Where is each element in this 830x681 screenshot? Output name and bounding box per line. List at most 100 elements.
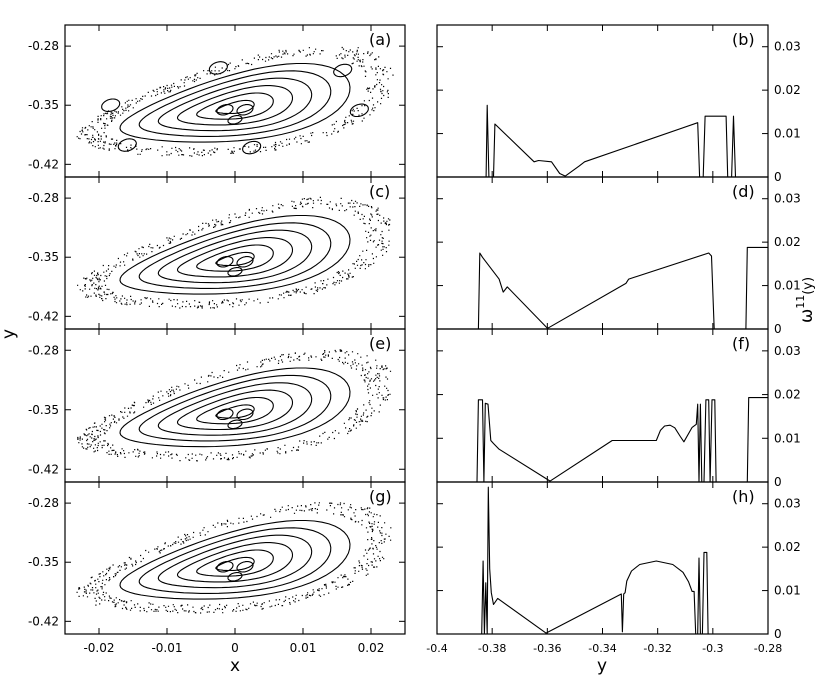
invariant-curve: [176, 389, 294, 431]
panel-label: (c): [369, 182, 390, 201]
invariant-curve: [215, 99, 255, 115]
resonance-island: [333, 63, 353, 78]
invariant-curve: [138, 70, 332, 137]
x-tick-label: 0: [231, 641, 239, 655]
y-tick-label: -0.28: [28, 191, 59, 205]
invariant-curve: [119, 214, 351, 295]
y-tick-label: -0.42: [28, 157, 59, 171]
y-tick-label: 0: [774, 322, 782, 336]
plot-frame: [64, 481, 406, 635]
y-tick-label: -0.35: [28, 403, 59, 417]
panel-label: (b): [732, 30, 755, 49]
invariant-curve: [119, 519, 351, 600]
phase-space-panels: -0.28 -0.35 -0.42 (a) -0.28 -0.35 -0.42 (c)-0.2…: [28, 24, 406, 655]
y-tick-label: 0.02: [774, 540, 801, 554]
inner-island: [216, 256, 234, 268]
inner-island: [236, 408, 254, 421]
inner-island: [227, 419, 243, 430]
y-tick-label: 0: [774, 170, 782, 184]
panel-label: (f): [732, 334, 750, 353]
invariant-curve: [138, 527, 332, 594]
y-tick-label: 0.01: [774, 431, 801, 445]
invariant-curve: [176, 237, 294, 278]
y-tick-label: -0.35: [28, 555, 59, 569]
inner-island: [216, 104, 234, 116]
panel-label: (a): [369, 30, 391, 49]
invariant-curve: [157, 77, 313, 132]
plot-frame: [64, 176, 406, 330]
inner-island: [227, 267, 243, 277]
y-tick-label: 0.02: [774, 235, 801, 249]
omega-curve: [481, 486, 709, 635]
x-tick-label: -0.01: [151, 641, 182, 655]
plot-frame: [436, 328, 769, 483]
y-tick-label: 0.02: [774, 83, 801, 97]
chaotic-sea: [77, 196, 391, 309]
y-tick-label: -0.42: [28, 614, 59, 628]
x-tick-label: 0.01: [290, 641, 317, 655]
y-tick-label: 0.03: [774, 497, 801, 511]
panel-label: (g): [369, 487, 392, 506]
inner-island: [236, 104, 254, 116]
chaotic-sea: [77, 349, 392, 462]
y-tick-label: -0.42: [28, 309, 59, 323]
inner-island: [227, 572, 243, 582]
axis-annotations: x y y ω11(y): [0, 277, 817, 676]
resonance-island: [208, 61, 228, 75]
resonance-island: [101, 98, 121, 112]
y-tick-label: -0.35: [28, 250, 59, 264]
x-tick-label: -0.38: [478, 642, 506, 655]
omega-panels: 0 0.01 0.02 0.03 (b) 0 0.01 0.02 0.03 (d) 0 0.01 0.0…: [426, 24, 801, 655]
invariant-curve: [196, 396, 274, 425]
x-tick-label: -0.28: [754, 642, 782, 655]
y-tick-label: 0.03: [774, 192, 801, 206]
inner-island: [236, 256, 254, 268]
panel-label: (h): [732, 487, 755, 506]
omega-panel: 0 0.01 0.02 0.03 (b): [436, 24, 801, 184]
invariant-curve: [138, 222, 332, 289]
chaotic-sea: [76, 46, 394, 157]
y-tick-label: 0.01: [774, 584, 801, 598]
invariant-curve: [215, 251, 255, 267]
inner-island: [216, 561, 234, 573]
omega-panel: 0 0.01 0.02 0.03 (f): [436, 328, 801, 489]
y-tick-label: 0.01: [774, 279, 801, 293]
y-tick-label: 0: [774, 475, 782, 489]
x-tick-label: 0.02: [358, 641, 385, 655]
omega-curve: [437, 397, 768, 483]
resonance-island: [349, 103, 369, 118]
chaotic-sea: [76, 502, 392, 614]
x-tick-label: -0.36: [533, 642, 561, 655]
x-axis-label-left: x: [230, 656, 240, 676]
y-tick-label: 0: [774, 627, 782, 641]
invariant-curve: [157, 382, 313, 436]
invariant-curve: [196, 92, 274, 120]
y-tick-label: 0.03: [774, 344, 801, 358]
plot-frame: [64, 328, 406, 483]
y-axis-label-left: y: [0, 329, 19, 339]
x-tick-label: -0.02: [83, 641, 114, 655]
panel-label: (d): [732, 182, 755, 201]
x-tick-label: -0.32: [643, 642, 671, 655]
y-tick-label: -0.28: [28, 343, 59, 357]
y-tick-label: 0.01: [774, 127, 801, 141]
invariant-curve: [157, 229, 313, 284]
inner-island: [216, 408, 234, 421]
plot-frame: [64, 24, 406, 178]
invariant-curve: [215, 404, 255, 419]
invariant-curve: [215, 556, 255, 572]
phase-panel: -0.28 -0.35 -0.42 (a): [28, 24, 406, 178]
omega-curve: [485, 104, 737, 178]
invariant-curve: [157, 534, 313, 589]
inner-island: [236, 561, 254, 573]
phase-panel: -0.28 -0.35 -0.42 (c): [28, 176, 406, 330]
x-axis-label-right: y: [597, 656, 607, 676]
x-tick-label: -0.3: [702, 642, 723, 655]
y-tick-label: 0.03: [774, 40, 801, 54]
y-tick-label: 0.02: [774, 388, 801, 402]
x-tick-label: -0.4: [426, 642, 447, 655]
omega-panel: 0 0.01 0.02 0.03 (h): [436, 481, 801, 641]
inner-island: [227, 115, 243, 125]
omega-symbol: ω: [797, 309, 817, 323]
